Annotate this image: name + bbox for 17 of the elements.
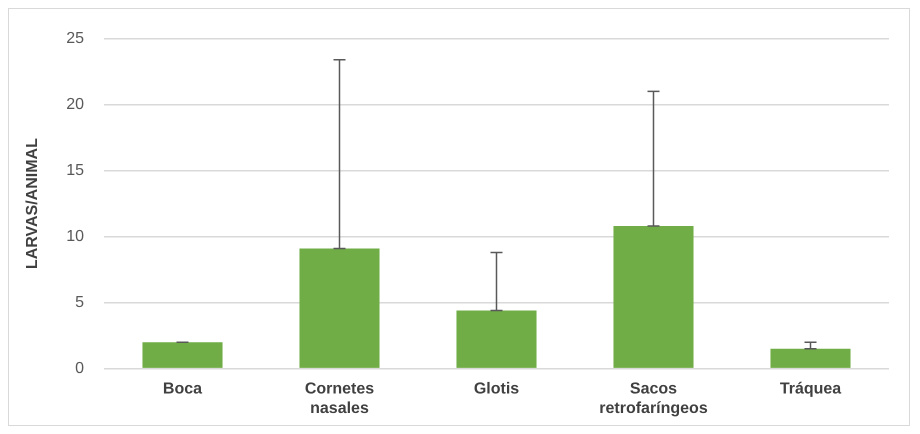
bar	[456, 310, 537, 368]
x-tick-label: Sacos retrofaríngeos	[599, 380, 708, 417]
x-tick-label: Tráquea	[780, 380, 842, 398]
y-tick-label: 10	[66, 228, 84, 246]
x-tick-label: Cornetes nasales	[304, 380, 374, 417]
y-axis-title: LARVAS/ANIMAL	[24, 138, 42, 270]
x-tick-label: Glotis	[474, 380, 520, 398]
y-tick-label: 25	[66, 30, 84, 48]
x-tick-label: Boca	[162, 380, 202, 398]
bar	[142, 342, 223, 368]
y-tick-label: 20	[66, 96, 84, 114]
bar	[770, 348, 851, 368]
y-tick-label: 0	[75, 360, 84, 378]
y-tick-label: 15	[66, 162, 84, 180]
bar	[299, 248, 380, 368]
y-tick-label: 5	[75, 294, 84, 312]
bar	[613, 226, 694, 368]
